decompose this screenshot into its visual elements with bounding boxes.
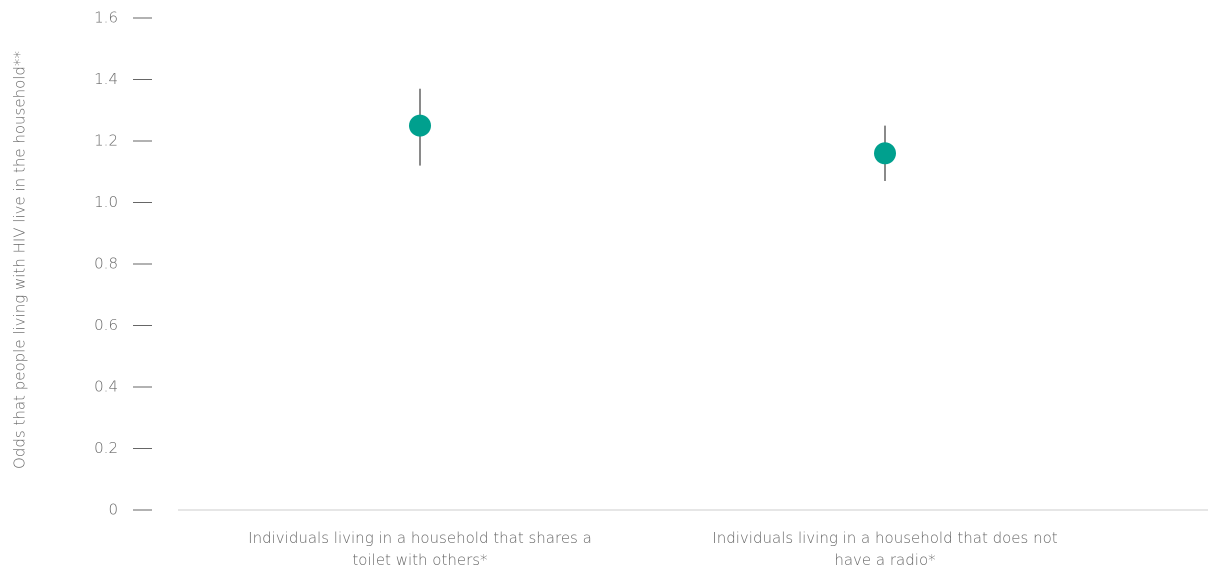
y-tick-label: 1.2 <box>94 132 118 150</box>
point <box>874 142 896 165</box>
y-tick-label: 0.6 <box>94 316 118 334</box>
y-axis-label: Odds that people living with HIV live in… <box>11 51 29 469</box>
y-tick-label: 0.4 <box>94 378 118 396</box>
y-tick-label: 0 <box>108 501 118 519</box>
point <box>409 114 431 137</box>
y-tick-label: 1.0 <box>94 193 118 211</box>
x-tick-label: Individuals living in a household that d… <box>712 529 1058 569</box>
y-tick-label: 1.6 <box>94 9 118 27</box>
x-tick-label: Individuals living in a household that s… <box>248 529 592 569</box>
y-tick-label: 1.4 <box>94 70 118 88</box>
y-tick-label: 0.8 <box>94 255 118 273</box>
y-tick-label: 0.2 <box>94 439 118 457</box>
